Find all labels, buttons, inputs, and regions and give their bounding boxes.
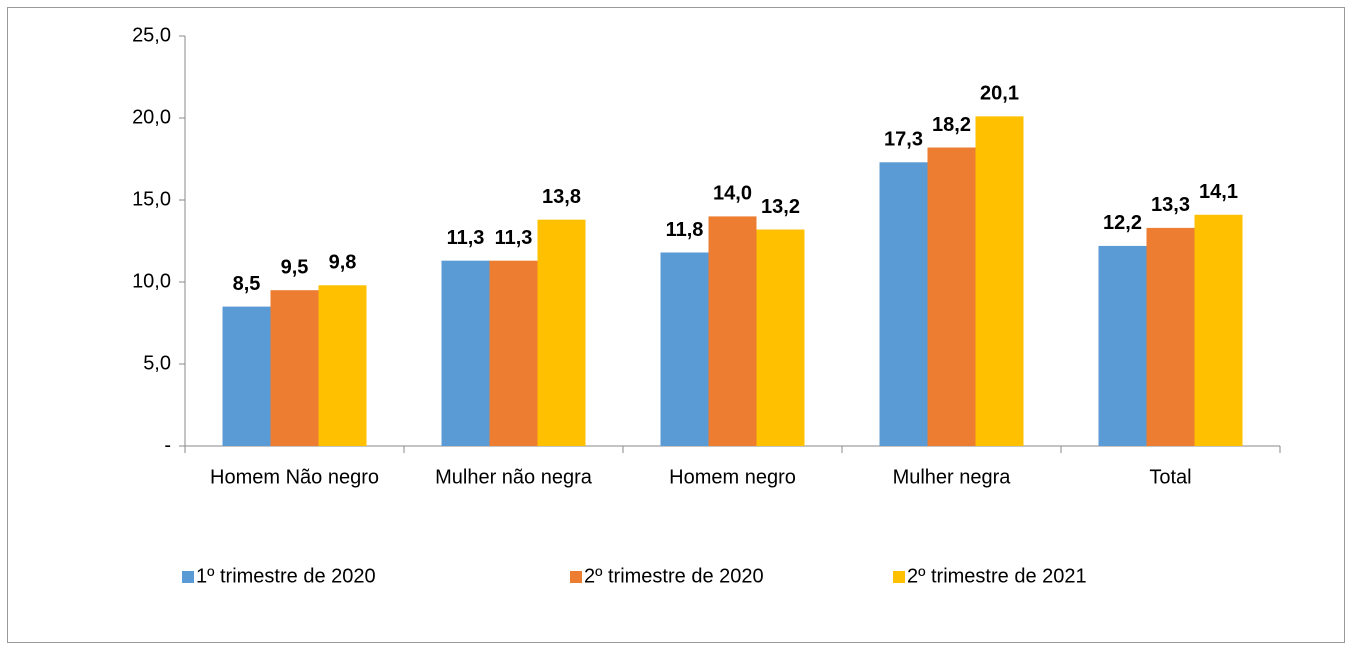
x-tick-label: Mulher negra <box>893 466 1012 488</box>
legend-label: 2º trimestre de 2021 <box>907 565 1087 587</box>
legend-label: 2º trimestre de 2020 <box>584 565 764 587</box>
value-label: 17,3 <box>884 129 923 151</box>
bar <box>1146 227 1195 446</box>
legend-swatch <box>182 571 194 583</box>
legend-swatch <box>570 571 582 583</box>
value-label: 13,3 <box>1151 194 1190 216</box>
legend-swatch <box>893 571 905 583</box>
y-tick-label: 15,0 <box>132 188 171 210</box>
x-tick-label: Total <box>1149 466 1191 488</box>
y-tick-label: 25,0 <box>132 24 171 46</box>
value-label: 20,1 <box>980 83 1019 105</box>
bar <box>489 260 538 446</box>
bar <box>441 260 490 446</box>
legend-label: 1º trimestre de 2020 <box>196 565 376 587</box>
value-label: 8,5 <box>233 273 261 295</box>
bar <box>708 216 757 446</box>
bar <box>1194 214 1243 446</box>
bar <box>1098 245 1147 446</box>
bar <box>537 219 586 446</box>
bar <box>660 252 709 446</box>
value-label: 9,8 <box>329 252 357 274</box>
y-tick-label: 5,0 <box>143 352 171 374</box>
x-tick-label: Mulher não negra <box>435 466 593 488</box>
x-tick-label: Homem negro <box>669 466 796 488</box>
value-label: 14,0 <box>713 183 752 205</box>
y-tick-label: 10,0 <box>132 270 171 292</box>
bar <box>879 162 928 446</box>
value-label: 12,2 <box>1103 212 1142 234</box>
value-label: 9,5 <box>281 256 309 278</box>
bar <box>975 116 1024 447</box>
value-label: 18,2 <box>932 114 971 136</box>
value-label: 11,3 <box>495 227 533 249</box>
bar <box>222 306 271 446</box>
value-label: 13,2 <box>761 196 800 218</box>
bar <box>270 290 319 446</box>
value-label: 11,8 <box>666 219 704 241</box>
bar <box>927 147 976 446</box>
bar <box>756 229 805 446</box>
x-tick-label: Homem Não negro <box>210 466 379 488</box>
y-tick-label: - <box>164 434 171 456</box>
value-label: 11,3 <box>447 227 485 249</box>
value-label: 14,1 <box>1199 181 1238 203</box>
value-label: 13,8 <box>542 186 581 208</box>
y-tick-label: 20,0 <box>132 106 171 128</box>
bar <box>318 285 367 446</box>
